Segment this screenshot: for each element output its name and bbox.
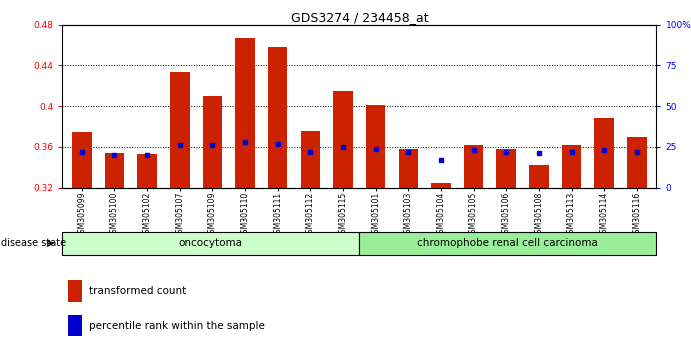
Bar [68,280,82,302]
Bar [496,149,516,188]
Bar [235,38,255,188]
Bar [562,145,581,188]
Bar [104,153,124,188]
Bar [72,132,92,188]
Bar [464,145,484,188]
Bar [366,105,386,188]
Bar [68,315,82,336]
Bar [202,96,223,188]
Title: GDS3274 / 234458_at: GDS3274 / 234458_at [290,11,428,24]
Bar [268,47,287,188]
Bar [594,118,614,188]
Bar [301,131,320,188]
Bar [529,165,549,188]
Text: transformed count: transformed count [89,286,186,296]
Text: percentile rank within the sample: percentile rank within the sample [89,320,265,331]
Bar [399,149,418,188]
Bar [627,137,647,188]
Bar [431,183,451,188]
Bar [170,72,189,188]
Text: disease state: disease state [1,238,66,249]
Text: oncocytoma: oncocytoma [179,238,243,249]
Text: chromophobe renal cell carcinoma: chromophobe renal cell carcinoma [417,238,598,249]
Bar [138,154,157,188]
Bar [333,91,353,188]
FancyBboxPatch shape [62,232,359,255]
FancyBboxPatch shape [359,232,656,255]
